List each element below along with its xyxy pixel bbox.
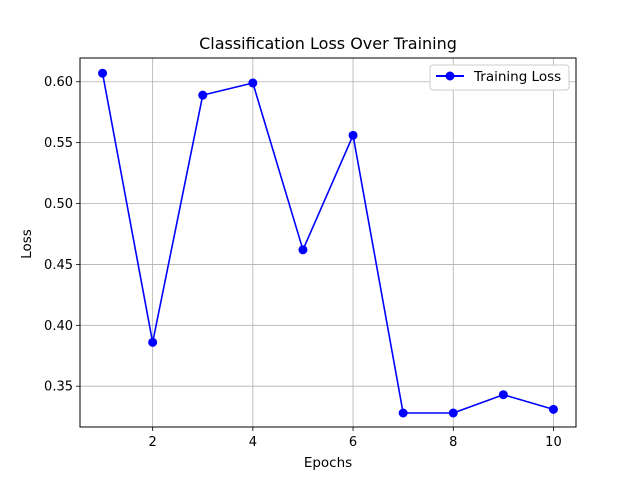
y-tick-label: 0.50: [44, 197, 73, 212]
plot-frame: [79, 57, 577, 428]
x-tick-label: 6: [349, 435, 357, 450]
data-point: [98, 68, 108, 78]
axis-ticks: 2 4 6 8 10 0.35 0.40 0.45 0.50 0.55 0.60: [44, 75, 562, 450]
y-tick-label: 0.35: [44, 380, 73, 395]
y-axis-label: Loss: [19, 229, 35, 259]
data-point: [398, 408, 408, 418]
x-tick-label: 10: [545, 435, 562, 450]
x-tick-label: 4: [249, 435, 257, 450]
series-layer: [98, 68, 558, 418]
y-tick-label: 0.60: [44, 75, 73, 90]
data-point: [548, 404, 558, 414]
x-tick-label: 8: [449, 435, 457, 450]
legend-marker-swatch: [445, 71, 455, 81]
data-point: [198, 90, 208, 100]
data-point: [498, 390, 508, 400]
legend: Training Loss: [429, 64, 570, 91]
data-point: [298, 245, 308, 255]
x-tick-label: 2: [149, 435, 157, 450]
data-point: [448, 408, 458, 418]
y-tick-label: 0.40: [44, 319, 73, 334]
chart-title: Classification Loss Over Training: [199, 34, 457, 53]
y-tick-label: 0.55: [44, 136, 73, 151]
y-tick-label: 0.45: [44, 258, 73, 273]
series-line-training-loss: [101, 73, 554, 414]
legend-entry-training-loss: Training Loss: [473, 69, 561, 85]
data-point: [148, 337, 158, 347]
data-point: [348, 130, 358, 140]
x-axis-label: Epochs: [304, 455, 352, 471]
legend-box: [429, 64, 570, 91]
data-point: [248, 78, 258, 88]
